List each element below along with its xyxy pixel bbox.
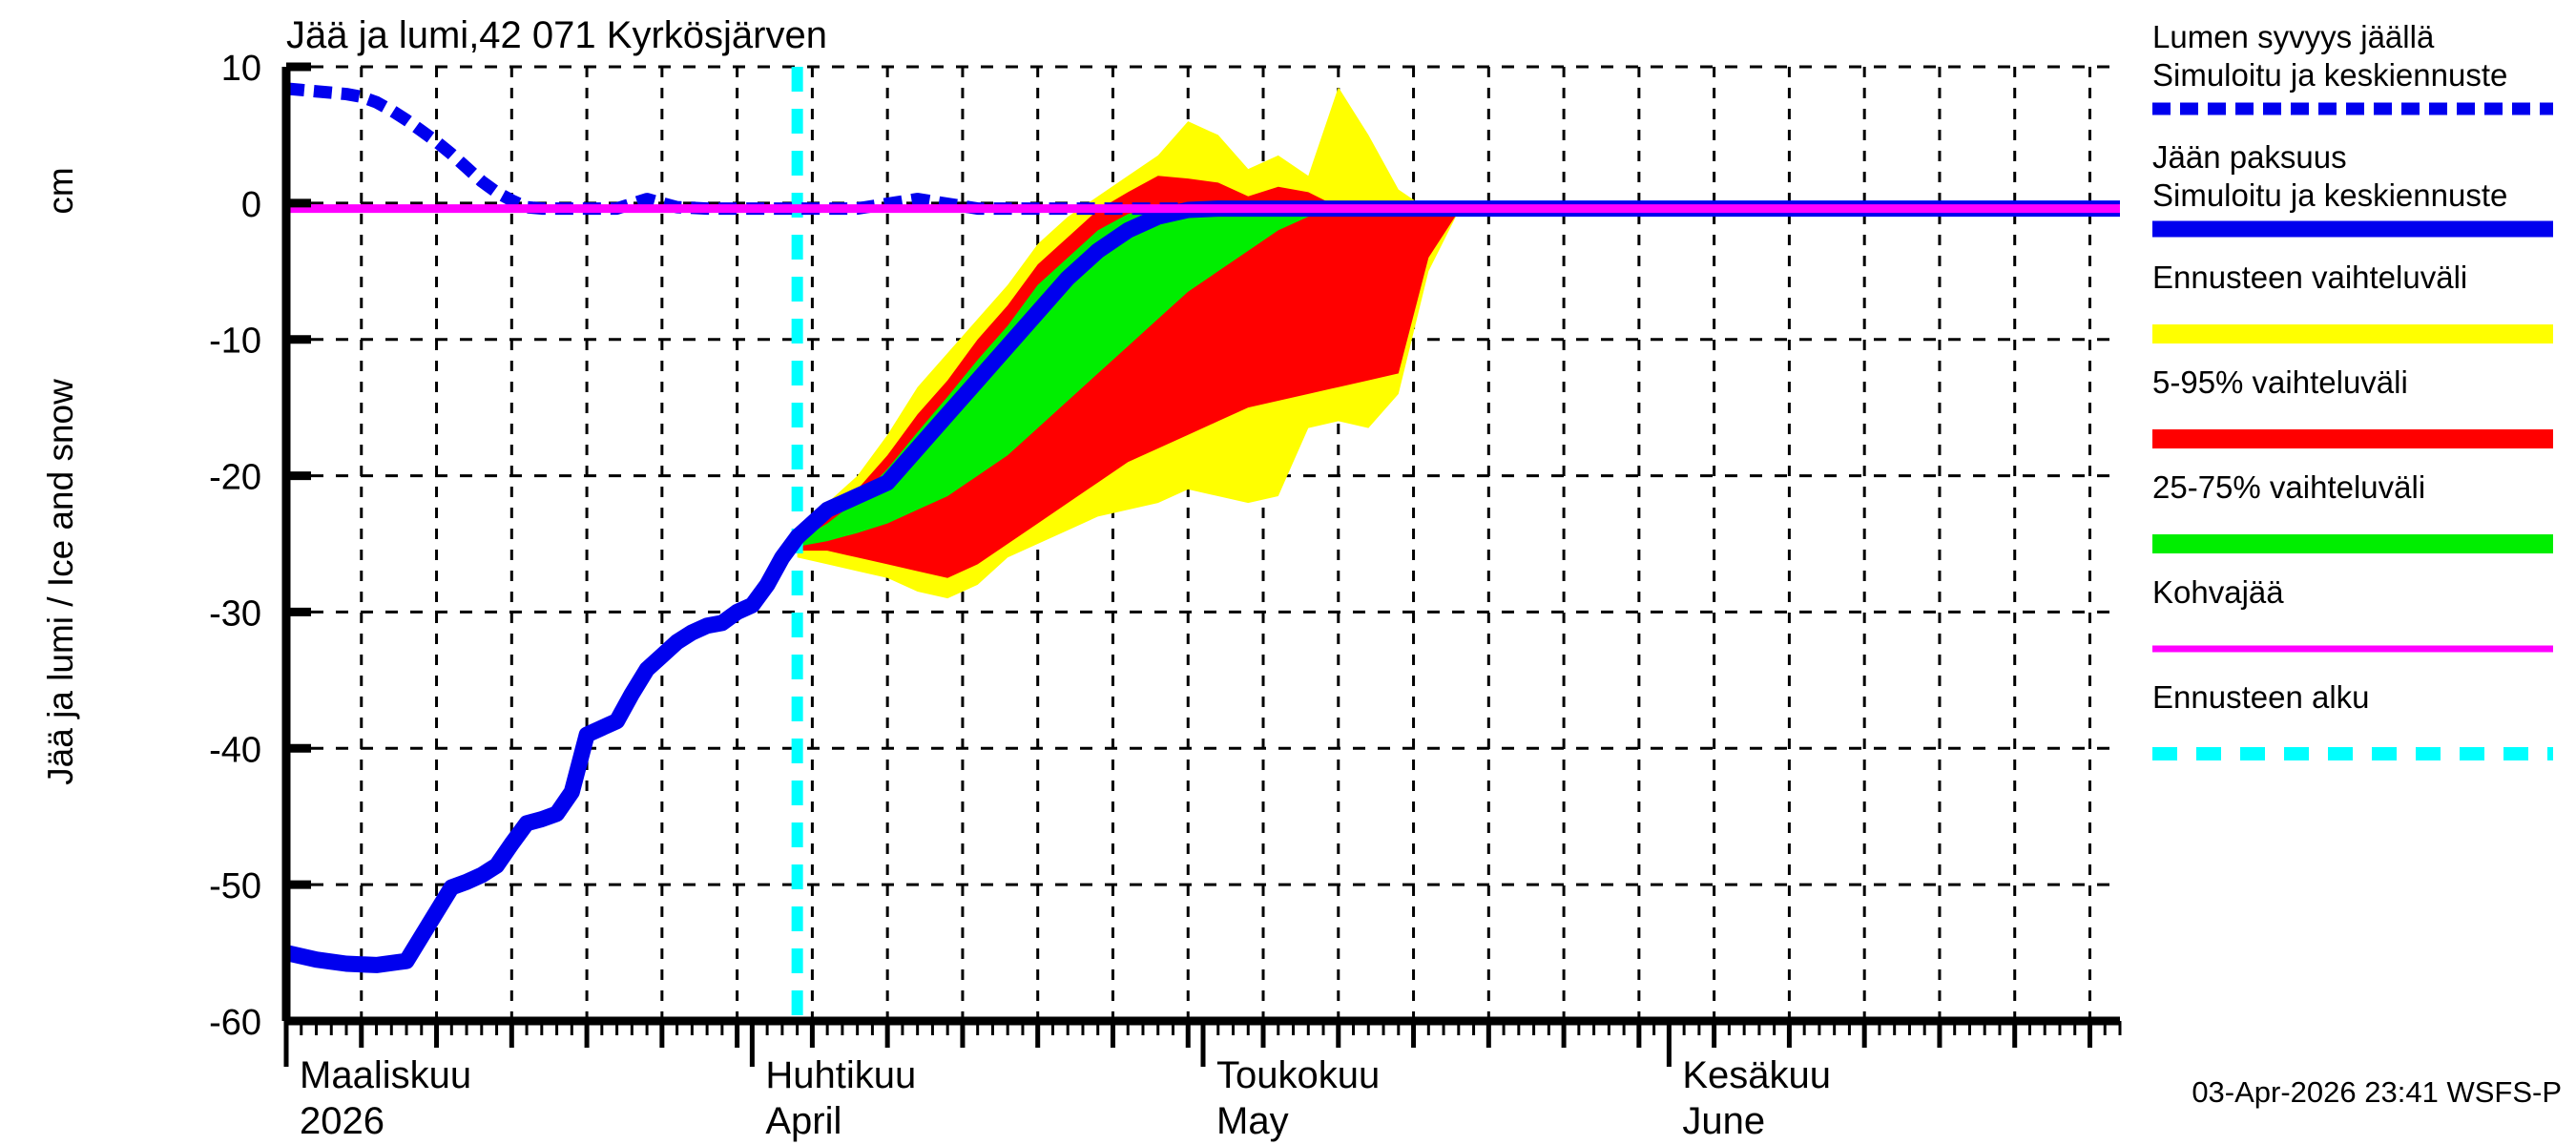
x-month-label-en: April [765, 1100, 841, 1142]
axis-lines [281, 62, 2122, 1067]
y-tick-label: -50 [209, 866, 261, 906]
legend-item-slush-ice: Kohvajää [2152, 574, 2553, 653]
legend-label: Jään paksuus [2152, 139, 2347, 175]
legend-sublabel: Simuloitu ja keskiennuste [2152, 57, 2507, 93]
data-series [284, 82, 2120, 973]
legend-label: Lumen syvyys jäällä [2152, 19, 2435, 54]
y-tick-label: -10 [209, 322, 261, 362]
x-month-label-fi: Maaliskuu [300, 1054, 471, 1096]
legend-sublabel: Simuloitu ja keskiennuste [2152, 177, 2507, 213]
x-month-label-en: June [1682, 1100, 1765, 1142]
y-tick-label: 0 [241, 185, 261, 225]
legend-item-forecast-range: Ennusteen vaihteluväli [2152, 260, 2553, 344]
legend-label: 25-75% vaihteluväli [2152, 469, 2425, 505]
legend-label: 5-95% vaihteluväli [2152, 364, 2408, 400]
x-month-label-en: May [1216, 1100, 1289, 1142]
footer-timestamp: 03-Apr-2026 23:41 WSFS-P [2192, 1075, 2562, 1109]
legend-label: Ennusteen vaihteluväli [2152, 260, 2467, 295]
page-title: Jää ja lumi,42 071 Kyrkösjärven [286, 14, 827, 56]
legend-item-forecast-start: Ennusteen alku [2152, 679, 2553, 760]
y-tick-label: -20 [209, 458, 261, 498]
legend-item-range-25-75: 25-75% vaihteluväli [2152, 469, 2553, 553]
y-tick-label: -60 [209, 1003, 261, 1043]
band-range-25-75 [797, 207, 1399, 547]
y-tick-label: -30 [209, 593, 261, 634]
legend-item-range-5-95: 5-95% vaihteluväli [2152, 364, 2553, 448]
x-month-label-fi: Toukokuu [1216, 1054, 1380, 1096]
x-month-label-fi: Kesäkuu [1682, 1054, 1831, 1096]
y-axis-label: Jää ja lumi / Ice and snow [41, 379, 80, 785]
y-axis-unit: cm [41, 167, 80, 214]
y-tick-labels: 10 0 -10 -20 -30 -40 -50 -60 [209, 49, 261, 1043]
y-tick-label: -40 [209, 730, 261, 770]
legend-label: Kohvajää [2152, 574, 2284, 610]
legend-label: Ennusteen alku [2152, 679, 2370, 715]
x-month-label-en: 2026 [300, 1100, 384, 1142]
y-tick-label: 10 [221, 49, 261, 89]
x-month-label-fi: Huhtikuu [765, 1054, 916, 1096]
